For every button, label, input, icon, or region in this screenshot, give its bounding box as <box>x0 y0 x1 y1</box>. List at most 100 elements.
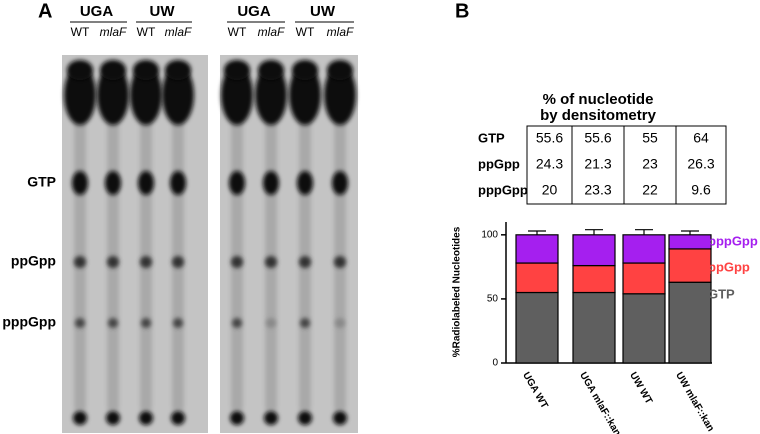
table-cell: 23 <box>642 156 658 172</box>
table-cell: 64 <box>693 130 709 146</box>
bar-segment <box>572 291 616 364</box>
gel-band <box>74 256 86 268</box>
lane-label: mlaF <box>100 25 127 39</box>
lane-label: WT <box>137 25 156 39</box>
bar-segment <box>515 234 559 264</box>
gel-band <box>332 171 348 195</box>
gel-bottom-spot <box>171 411 185 425</box>
gel-band <box>265 256 277 268</box>
table-cell: 55.6 <box>536 130 563 146</box>
table-cell: 23.3 <box>584 182 611 198</box>
lane-label: mlaF <box>258 25 285 39</box>
gel-origin-spot <box>133 60 159 80</box>
gel-band <box>173 318 183 328</box>
group-label: UW <box>310 3 336 20</box>
error-bar <box>528 230 546 235</box>
gel-band <box>232 318 242 328</box>
gel-bottom-spot <box>106 411 120 425</box>
gel-origin-spot <box>327 60 353 80</box>
lane-label: WT <box>71 25 90 39</box>
table-cell: 55 <box>642 130 658 146</box>
table-cell: 55.6 <box>584 130 611 146</box>
table-cell: 9.6 <box>691 182 711 198</box>
gel-band <box>231 256 243 268</box>
gel-band <box>172 256 184 268</box>
lane-label: WT <box>296 25 315 39</box>
gel-band <box>263 171 279 195</box>
table-title: by densitometry <box>540 107 657 124</box>
gel-band <box>297 171 313 195</box>
gel-band <box>72 171 88 195</box>
gel-band <box>335 318 345 328</box>
table-title: % of nucleotide <box>543 91 654 108</box>
gel-origin-spot <box>162 65 194 125</box>
gel-band <box>229 171 245 195</box>
bar-segment <box>515 291 559 364</box>
gel-band <box>108 318 118 328</box>
bar-segment <box>572 264 616 294</box>
gel-origin-spot <box>130 65 162 125</box>
gel-bottom-spot <box>264 411 278 425</box>
y-axis-label: %Radiolabeled Nucleotides <box>452 226 463 357</box>
lane-label: mlaF <box>165 25 192 39</box>
gel-origin-spot <box>255 65 287 125</box>
gel-band <box>75 318 85 328</box>
gel-bottom-spot <box>139 411 153 425</box>
bar-segment <box>622 293 666 364</box>
band-label: pppGpp <box>2 314 56 330</box>
x-tick-label: UGA mlaF::kan <box>577 370 622 434</box>
lane-label: mlaF <box>327 25 354 39</box>
y-tick-label: 0 <box>492 358 498 369</box>
gel-band <box>299 256 311 268</box>
band-label: ppGpp <box>11 253 56 269</box>
bar-segment <box>668 248 712 283</box>
gel-origin-spot <box>289 65 321 125</box>
gel-bottom-spot <box>73 411 87 425</box>
gel-origin-spot <box>224 60 250 80</box>
gel-bottom-spot <box>230 411 244 425</box>
y-tick-label: 100 <box>481 229 498 240</box>
bar-segment <box>668 234 712 250</box>
table-cell: 20 <box>542 182 558 198</box>
table-border <box>526 125 727 205</box>
gel-origin-spot <box>64 65 96 125</box>
gel-band <box>170 171 186 195</box>
bar-segment <box>668 281 712 364</box>
bar-segment <box>622 234 666 264</box>
gel-band <box>138 171 154 195</box>
x-tick-label: UGA WT <box>520 370 550 410</box>
gel-band <box>266 318 276 328</box>
table-cell: 22 <box>642 182 658 198</box>
y-tick-label: 50 <box>487 294 499 305</box>
gel-origin-spot <box>258 60 284 80</box>
group-label: UGA <box>237 3 271 20</box>
gel-band <box>300 318 310 328</box>
legend-label: pppGpp <box>708 233 758 248</box>
table-cell: 24.3 <box>536 156 563 172</box>
gel-bottom-spot <box>298 411 312 425</box>
error-bar <box>635 229 653 235</box>
row-label: GTP <box>478 130 505 145</box>
band-label: GTP <box>27 174 56 190</box>
gel-band <box>140 256 152 268</box>
gel-origin-spot <box>324 65 356 125</box>
bar-segment <box>622 262 666 295</box>
gel-band <box>105 171 121 195</box>
bar-segment <box>572 234 616 267</box>
gel-band <box>107 256 119 268</box>
error-bar <box>681 230 699 235</box>
x-tick-label: UW mlaF::kan <box>673 370 716 433</box>
error-bar <box>585 229 603 235</box>
gel-origin-spot <box>67 60 93 80</box>
legend-label: GTP <box>708 286 735 301</box>
row-label: ppGpp <box>478 156 520 171</box>
group-label: UW <box>150 3 176 20</box>
table-cell: 26.3 <box>687 156 714 172</box>
legend-label: ppGpp <box>708 259 750 274</box>
gel-origin-spot <box>292 60 318 80</box>
panel-label: A <box>38 0 52 22</box>
gel-band <box>334 256 346 268</box>
gel-origin-spot <box>97 65 129 125</box>
panel-label: B <box>455 0 469 22</box>
